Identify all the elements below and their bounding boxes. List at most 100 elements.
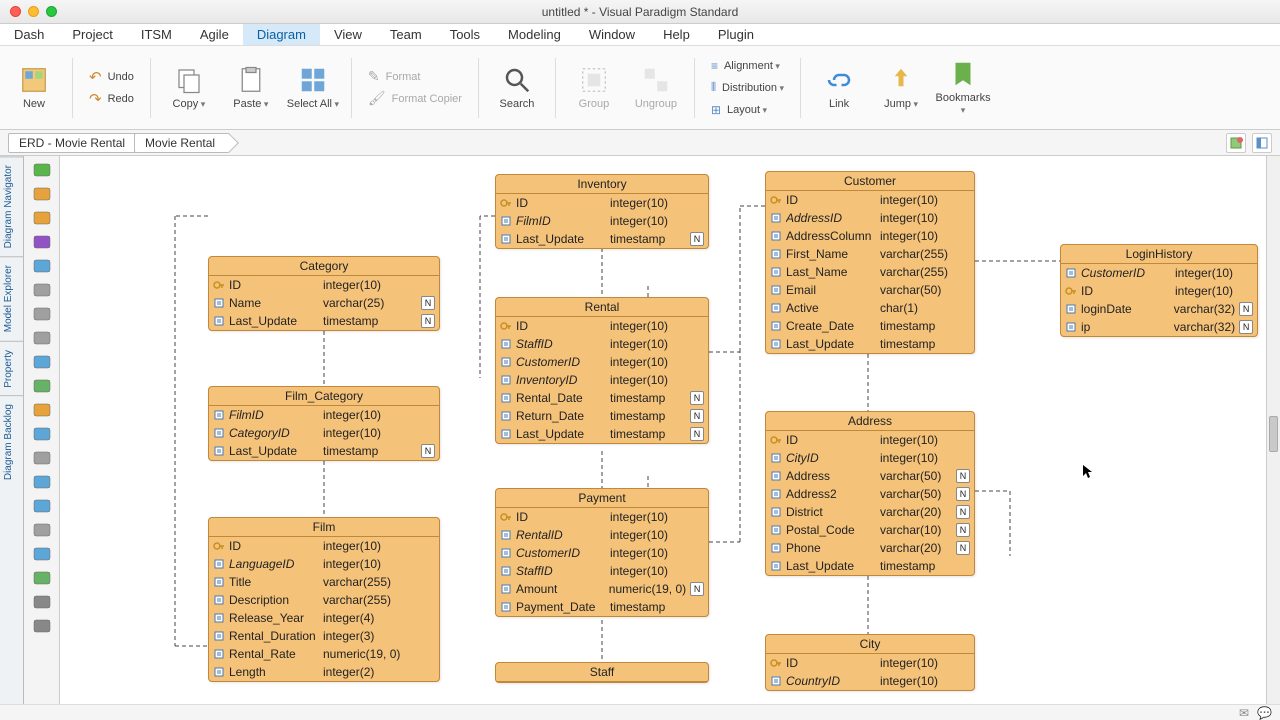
palette-tool[interactable] xyxy=(30,280,54,300)
entity-column[interactable]: Amountnumeric(19, 0)N xyxy=(496,580,708,598)
diagram-settings-icon[interactable] xyxy=(1226,133,1246,153)
entity-column[interactable]: Release_Yearinteger(4) xyxy=(209,609,439,627)
entity-column[interactable]: InventoryIDinteger(10) xyxy=(496,371,708,389)
palette-tool[interactable] xyxy=(30,304,54,324)
entity-column[interactable]: IDinteger(10) xyxy=(766,191,974,209)
sidebar-tab[interactable]: Property xyxy=(0,341,23,396)
palette-tool[interactable] xyxy=(30,424,54,444)
entity-column[interactable]: Addressvarchar(50)N xyxy=(766,467,974,485)
palette-tool[interactable] xyxy=(30,472,54,492)
entity-column[interactable]: LanguageIDinteger(10) xyxy=(209,555,439,573)
diagram-canvas[interactable]: CategoryIDinteger(10)Namevarchar(25)NLas… xyxy=(60,156,1266,704)
breadcrumb-item[interactable]: Movie Rental xyxy=(134,133,230,153)
entity-column[interactable]: Payment_Datetimestamp xyxy=(496,598,708,616)
entity-column[interactable]: FilmIDinteger(10) xyxy=(209,406,439,424)
palette-tool[interactable] xyxy=(30,232,54,252)
palette-tool[interactable] xyxy=(30,616,54,636)
entity-column[interactable]: IDinteger(10) xyxy=(766,654,974,672)
palette-tool[interactable] xyxy=(30,568,54,588)
entity-payment[interactable]: PaymentIDinteger(10)RentalIDinteger(10)C… xyxy=(495,488,709,617)
palette-tool[interactable] xyxy=(30,184,54,204)
sidebar-tab[interactable]: Diagram Backlog xyxy=(0,395,23,488)
entity-customer[interactable]: CustomerIDinteger(10)AddressIDinteger(10… xyxy=(765,171,975,354)
palette-tool[interactable] xyxy=(30,496,54,516)
entity-column[interactable]: ipvarchar(32)N xyxy=(1061,318,1257,336)
search-button[interactable]: Search xyxy=(489,51,545,125)
mail-icon[interactable]: ✉ xyxy=(1239,706,1249,720)
palette-tool[interactable] xyxy=(30,400,54,420)
menu-modeling[interactable]: Modeling xyxy=(494,24,575,45)
entity-column[interactable]: IDinteger(10) xyxy=(496,508,708,526)
menu-help[interactable]: Help xyxy=(649,24,704,45)
menu-itsm[interactable]: ITSM xyxy=(127,24,186,45)
menu-plugin[interactable]: Plugin xyxy=(704,24,768,45)
entity-column[interactable]: Last_UpdatetimestampN xyxy=(496,230,708,248)
entity-column[interactable]: FilmIDinteger(10) xyxy=(496,212,708,230)
entity-column[interactable]: CategoryIDinteger(10) xyxy=(209,424,439,442)
entity-column[interactable]: CityIDinteger(10) xyxy=(766,449,974,467)
bookmarks-button[interactable]: Bookmarks xyxy=(935,51,991,125)
entity-staff[interactable]: Staff xyxy=(495,662,709,683)
link-button[interactable]: Link xyxy=(811,51,867,125)
entity-column[interactable]: Return_DatetimestampN xyxy=(496,407,708,425)
distribution-button[interactable]: ⫴Distribution xyxy=(705,77,790,99)
sidebar-tab[interactable]: Diagram Navigator xyxy=(0,156,23,256)
entity-column[interactable]: IDinteger(10) xyxy=(209,276,439,294)
entity-loginhistory[interactable]: LoginHistoryCustomerIDinteger(10)IDinteg… xyxy=(1060,244,1258,337)
entity-column[interactable]: IDinteger(10) xyxy=(1061,282,1257,300)
sidebar-tab[interactable]: Model Explorer xyxy=(0,256,23,340)
palette-tool[interactable] xyxy=(30,256,54,276)
palette-tool[interactable] xyxy=(30,328,54,348)
palette-tool[interactable] xyxy=(30,592,54,612)
entity-column[interactable]: Rental_DatetimestampN xyxy=(496,389,708,407)
entity-column[interactable]: RentalIDinteger(10) xyxy=(496,526,708,544)
entity-column[interactable]: Last_UpdatetimestampN xyxy=(496,425,708,443)
entity-column[interactable]: Last_Updatetimestamp xyxy=(766,557,974,575)
entity-column[interactable]: Last_Namevarchar(255) xyxy=(766,263,974,281)
entity-address[interactable]: AddressIDinteger(10)CityIDinteger(10)Add… xyxy=(765,411,975,576)
entity-column[interactable]: StaffIDinteger(10) xyxy=(496,562,708,580)
copy-button[interactable]: Copy xyxy=(161,51,217,125)
entity-column[interactable]: Last_Updatetimestamp xyxy=(766,335,974,353)
entity-city[interactable]: CityIDinteger(10)CountryIDinteger(10) xyxy=(765,634,975,691)
menu-project[interactable]: Project xyxy=(58,24,126,45)
entity-column[interactable]: Rental_Durationinteger(3) xyxy=(209,627,439,645)
entity-column[interactable]: StaffIDinteger(10) xyxy=(496,335,708,353)
redo-button[interactable]: ↷Redo xyxy=(83,88,140,110)
palette-tool[interactable] xyxy=(30,544,54,564)
menu-team[interactable]: Team xyxy=(376,24,436,45)
entity-column[interactable]: Activechar(1) xyxy=(766,299,974,317)
entity-column[interactable]: First_Namevarchar(255) xyxy=(766,245,974,263)
scroll-thumb[interactable] xyxy=(1269,416,1278,452)
undo-button[interactable]: ↶Undo xyxy=(83,66,140,88)
entity-column[interactable]: Rental_Ratenumeric(19, 0) xyxy=(209,645,439,663)
entity-column[interactable]: CustomerIDinteger(10) xyxy=(496,544,708,562)
entity-column[interactable]: Descriptionvarchar(255) xyxy=(209,591,439,609)
menu-window[interactable]: Window xyxy=(575,24,649,45)
palette-tool[interactable] xyxy=(30,520,54,540)
entity-column[interactable]: Create_Datetimestamp xyxy=(766,317,974,335)
entity-column[interactable]: IDinteger(10) xyxy=(209,537,439,555)
chat-icon[interactable]: 💬 xyxy=(1257,706,1272,720)
entity-column[interactable]: CustomerIDinteger(10) xyxy=(1061,264,1257,282)
entity-rental[interactable]: RentalIDinteger(10)StaffIDinteger(10)Cus… xyxy=(495,297,709,444)
entity-column[interactable]: AddressColumninteger(10) xyxy=(766,227,974,245)
entity-column[interactable]: Titlevarchar(255) xyxy=(209,573,439,591)
entity-column[interactable]: IDinteger(10) xyxy=(496,317,708,335)
menu-tools[interactable]: Tools xyxy=(436,24,494,45)
palette-tool[interactable] xyxy=(30,160,54,180)
palette-tool[interactable] xyxy=(30,352,54,372)
entity-column[interactable]: Districtvarchar(20)N xyxy=(766,503,974,521)
entity-column[interactable]: AddressIDinteger(10) xyxy=(766,209,974,227)
entity-inventory[interactable]: InventoryIDinteger(10)FilmIDinteger(10)L… xyxy=(495,174,709,249)
entity-column[interactable]: IDinteger(10) xyxy=(766,431,974,449)
entity-column[interactable]: CustomerIDinteger(10) xyxy=(496,353,708,371)
entity-column[interactable]: Last_UpdatetimestampN xyxy=(209,312,439,330)
breadcrumb-item[interactable]: ERD - Movie Rental xyxy=(8,133,140,153)
entity-film[interactable]: FilmIDinteger(10)LanguageIDinteger(10)Ti… xyxy=(208,517,440,682)
entity-column[interactable]: Emailvarchar(50) xyxy=(766,281,974,299)
entity-film_category[interactable]: Film_CategoryFilmIDinteger(10)CategoryID… xyxy=(208,386,440,461)
select-all-button[interactable]: Select All xyxy=(285,51,341,125)
new-button[interactable]: New xyxy=(6,51,62,125)
menu-dash[interactable]: Dash xyxy=(0,24,58,45)
